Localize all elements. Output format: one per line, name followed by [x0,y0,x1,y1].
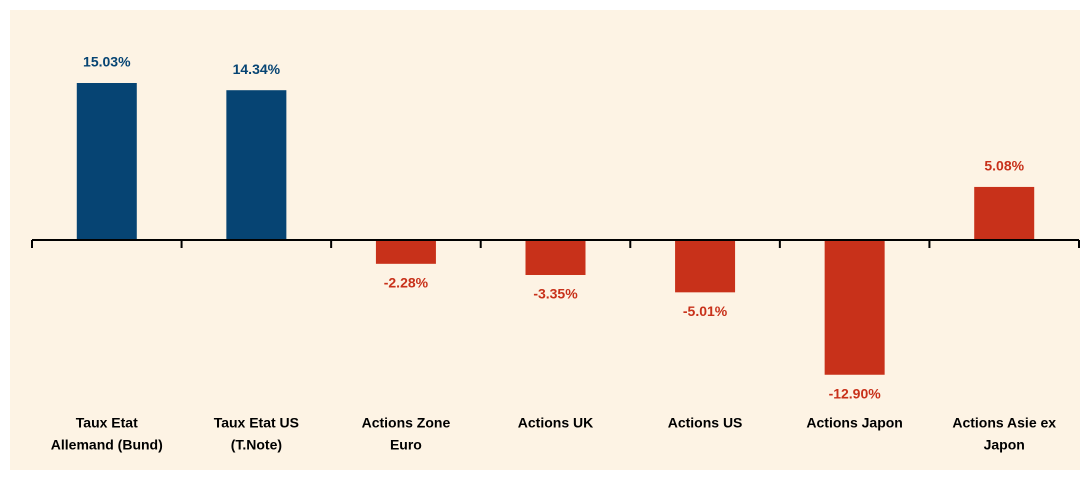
bar [525,240,586,275]
data-label: 15.03% [83,54,131,70]
x-tick-label: Actions US [668,415,743,431]
x-tick-label: (T.Note) [231,437,282,453]
x-tick-label: Euro [390,437,422,453]
bar [974,186,1035,240]
x-tick-label: Actions Asie ex [952,415,1056,431]
bar [824,240,885,375]
data-label: 5.08% [984,158,1024,174]
x-tick-label: Taux Etat [76,415,138,431]
data-label: -3.35% [533,286,578,302]
x-tick-label: Taux Etat US [214,415,299,431]
data-label: -12.90% [829,385,882,401]
bar [76,83,137,240]
x-tick-label: Actions Japon [806,415,902,431]
bar [226,90,287,241]
data-label: -2.28% [384,275,429,291]
bar [675,240,736,293]
data-label: -5.01% [683,303,728,319]
bar [375,240,436,264]
x-tick-label: Japon [984,437,1025,453]
x-tick-label: Actions UK [518,415,593,431]
x-tick-label: Actions Zone [362,415,451,431]
x-tick-label: Allemand (Bund) [51,437,163,453]
data-label: 14.34% [233,61,281,77]
